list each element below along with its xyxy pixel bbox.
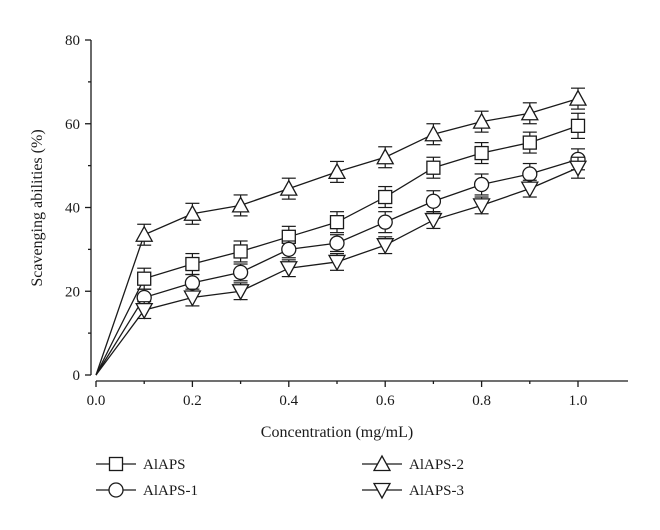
legend-label: AlAPS-3 — [409, 483, 464, 499]
series-AlAPS-2 — [95, 87, 588, 376]
x-tick-label: 0.4 — [279, 393, 298, 409]
legend-item-AlAPS-1: AlAPS-1 — [96, 482, 198, 499]
axes: 0 20 40 60 80 0.0 0.2 0.4 0.6 0.8 1.0 — [65, 33, 628, 409]
data-point — [568, 160, 588, 178]
legend-item-AlAPS: AlAPS — [96, 456, 186, 473]
data-point — [473, 176, 490, 193]
y-tick-label: 20 — [65, 284, 80, 300]
data-point — [568, 89, 588, 106]
data-point — [231, 196, 250, 213]
data-point — [378, 189, 393, 205]
x-tick-label: 0.8 — [472, 393, 491, 409]
data-point — [183, 204, 202, 221]
data-point — [472, 112, 491, 129]
data-point — [185, 256, 200, 272]
data-point — [425, 193, 442, 209]
data-point — [233, 244, 248, 259]
legend-marker — [372, 454, 392, 472]
data-point — [183, 290, 202, 307]
legend: AlAPS AlAPS-1 AlAPS-2 AlAPS-3 — [96, 454, 464, 500]
x-axis-title: Concentration (mg/mL) — [261, 424, 413, 441]
series-layer — [95, 87, 588, 376]
data-point — [424, 212, 443, 230]
legend-label: AlAPS-2 — [409, 457, 464, 473]
data-point — [424, 124, 443, 142]
data-point — [279, 179, 298, 196]
data-point — [231, 284, 250, 301]
legend-marker — [108, 482, 124, 498]
legend-label: AlAPS — [143, 457, 186, 473]
legend-marker — [372, 482, 392, 500]
data-point — [520, 103, 539, 121]
x-tick-label: 1.0 — [569, 393, 588, 409]
legend-item-AlAPS-3: AlAPS-3 — [362, 482, 464, 500]
y-tick-label: 0 — [73, 368, 81, 384]
data-point — [329, 235, 345, 251]
y-tick-label: 60 — [65, 117, 80, 133]
y-axis-title: Scavenging abilities (%) — [29, 129, 46, 286]
x-tick-label: 0.2 — [183, 393, 202, 409]
data-point — [327, 254, 347, 272]
data-point — [184, 275, 201, 291]
data-point — [474, 145, 489, 161]
y-tick-label: 80 — [65, 33, 80, 49]
data-point — [376, 238, 395, 255]
data-point — [327, 162, 347, 180]
x-tick-label: 0.0 — [87, 393, 106, 409]
data-point — [520, 181, 539, 199]
data-point — [137, 271, 152, 286]
legend-marker — [108, 456, 124, 472]
x-tick-label: 0.6 — [376, 393, 395, 409]
data-point — [281, 241, 297, 258]
y-tick-label: 40 — [65, 201, 80, 217]
data-point — [135, 225, 154, 242]
data-point — [570, 118, 586, 133]
data-point — [329, 215, 345, 230]
data-point — [279, 261, 298, 278]
legend-label: AlAPS-1 — [143, 483, 198, 499]
data-point — [376, 147, 395, 165]
data-point — [472, 198, 491, 215]
series-AlAPS — [95, 112, 586, 376]
data-point — [377, 214, 393, 230]
data-point — [426, 160, 441, 175]
data-point — [135, 302, 154, 320]
data-point — [522, 135, 537, 150]
series-AlAPS-3 — [95, 156, 588, 376]
data-point — [522, 166, 538, 182]
data-point — [232, 264, 249, 281]
legend-item-AlAPS-2: AlAPS-2 — [362, 454, 464, 473]
